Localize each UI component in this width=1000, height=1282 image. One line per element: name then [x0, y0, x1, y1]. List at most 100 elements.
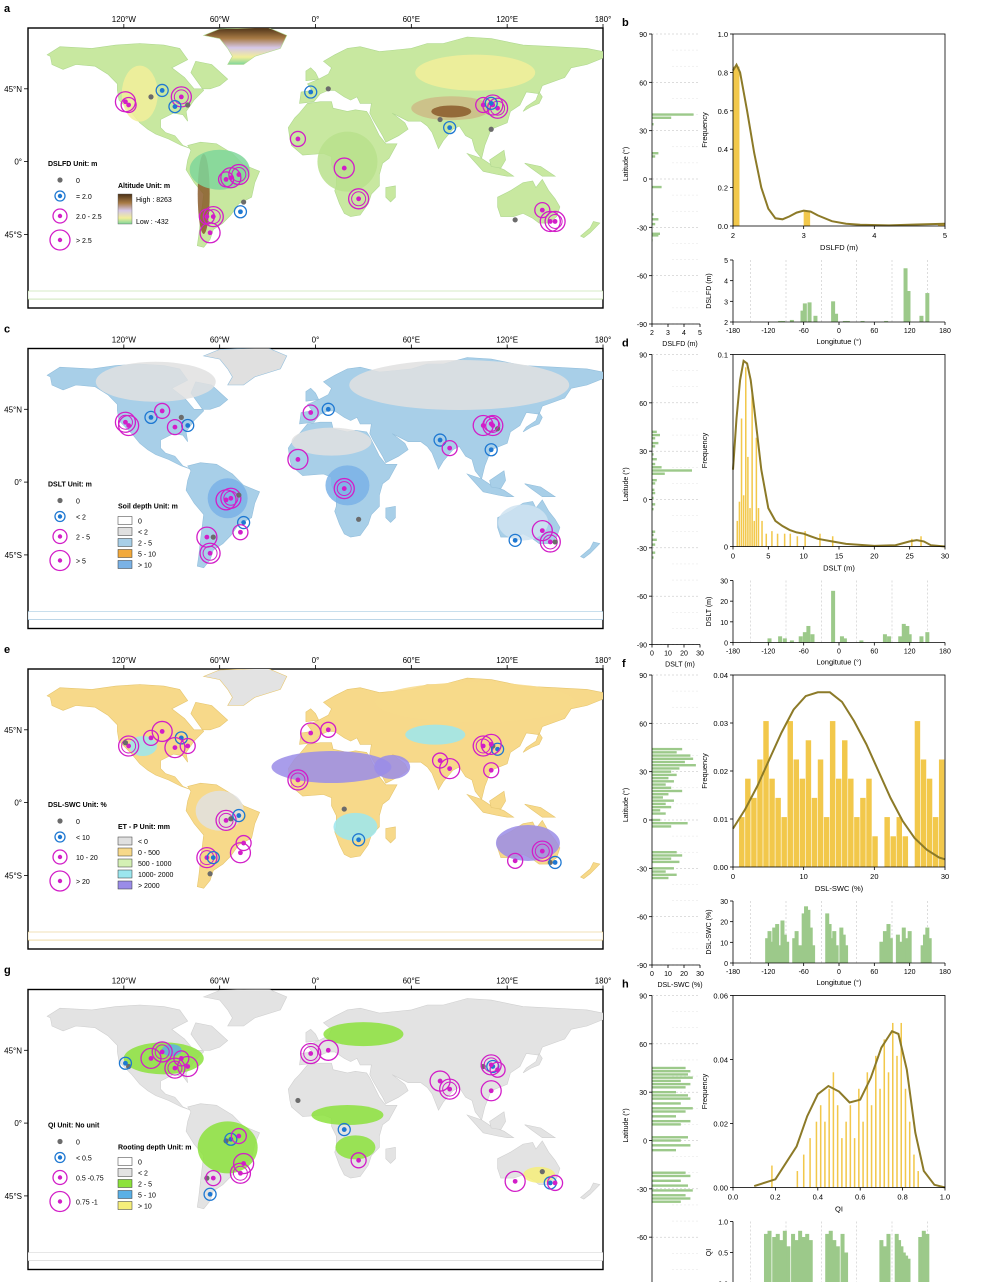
lon-bar	[845, 320, 850, 322]
lat-bar	[652, 1086, 686, 1089]
lat-bar	[652, 751, 677, 754]
legend-dot	[57, 534, 63, 539]
lon-xtick-label: -60	[799, 969, 809, 976]
lon-xtick-label: -120	[761, 649, 775, 656]
site-dot	[325, 1047, 331, 1053]
hist-bar	[879, 1088, 881, 1188]
lon-tick-label: 60°E	[403, 656, 420, 665]
lat-bar	[652, 433, 660, 437]
lon-bar	[906, 1258, 911, 1282]
site-ring	[117, 735, 140, 757]
hist-ytick-label: 0.06	[713, 992, 728, 1001]
lat-ytick-label: 60	[639, 80, 647, 87]
lat-bar	[652, 213, 654, 216]
site-legend-label: > 2.5	[76, 238, 92, 245]
patch-sw-us	[129, 735, 157, 756]
site-ring	[114, 91, 137, 113]
site-dot	[185, 423, 191, 428]
layer-legend-title: Rooting depth Unit: m	[118, 1145, 191, 1152]
lon-tick-label: 120°E	[496, 977, 518, 986]
site-ring	[220, 487, 242, 509]
site-ring	[531, 840, 553, 862]
hist-ytick-label: 0.03	[713, 719, 728, 728]
legend-dot	[57, 1175, 63, 1180]
legend-dot	[57, 878, 63, 884]
lon-ytick-label: 20	[720, 599, 728, 606]
layer-legend-swatch	[117, 858, 133, 868]
layer-legend-label: 500 - 1000	[138, 861, 172, 868]
patch-sahel-green	[311, 1105, 384, 1126]
site-ring	[441, 439, 458, 457]
lon-tick-label: 60°W	[210, 336, 230, 345]
site-ring-inner	[303, 1046, 319, 1062]
layer-legend-swatch	[117, 836, 133, 846]
hist-bar	[845, 1121, 847, 1188]
hist-xlabel: DSLT (m)	[823, 564, 855, 573]
site-ring	[482, 94, 504, 116]
site-dot	[210, 214, 216, 220]
lat-bar	[652, 1136, 688, 1139]
hist-ytick-label: 1.0	[718, 30, 728, 39]
site-legend-title: DSL-SWC Unit: %	[48, 802, 107, 809]
site-ring	[304, 85, 318, 99]
site-ring	[480, 1080, 502, 1102]
hist-xtick-label: 0	[731, 872, 735, 881]
lat-bar	[652, 1119, 691, 1123]
lon-ytick-label: 10	[720, 620, 728, 627]
lon-tick-label: 120°W	[112, 977, 137, 986]
lon-bar	[859, 640, 864, 643]
layer-legend-swatch	[117, 560, 133, 569]
site-dot	[185, 743, 191, 749]
lat-bar	[652, 1123, 681, 1126]
lon-bar	[860, 320, 865, 322]
lon-ytick-label: 4	[724, 279, 728, 286]
site-dot	[295, 457, 301, 462]
lon-bar	[806, 909, 811, 963]
lon-bar	[922, 934, 927, 963]
lat-bar	[652, 1107, 693, 1110]
hist-bar	[793, 759, 800, 867]
lon-ytick-label: 0	[724, 641, 728, 648]
site-dot	[356, 196, 362, 202]
site-ring-inner	[232, 1165, 248, 1181]
layer-legend-swatch	[117, 1179, 133, 1188]
lon-ytick-label: 1.0	[718, 1220, 728, 1227]
hist-bar	[775, 797, 781, 867]
lon-bar	[879, 941, 884, 963]
lon-bar	[842, 320, 847, 322]
lat-bar	[652, 1139, 681, 1142]
hist-ylabel: Frequency	[700, 433, 709, 469]
site-ring	[484, 443, 498, 457]
lon-xtick-label: 120	[904, 328, 916, 335]
continent-indonesia	[466, 473, 515, 498]
lat-bar	[652, 507, 654, 511]
hist-bar	[862, 1121, 864, 1188]
lon-bar	[832, 931, 837, 963]
lat-ytick-label: -90	[637, 963, 647, 970]
lat-bar	[652, 556, 654, 559]
lon-bar	[806, 625, 811, 643]
site-ring	[482, 414, 504, 437]
hist-xtick-label: 0	[731, 552, 735, 561]
lat-bar	[652, 854, 683, 857]
layer-legend-label: Low : -432	[136, 219, 169, 226]
hist-bar	[803, 210, 811, 226]
lon-xtick-label: 0	[837, 969, 841, 976]
lon-bar	[802, 632, 807, 643]
lat-bar	[652, 780, 674, 783]
site-legend-label: 2 - 5	[76, 535, 90, 542]
hist-xtick-label: 3	[802, 231, 806, 240]
layer-legend-label: 5 - 10	[138, 1193, 156, 1200]
hist-bar	[832, 1072, 835, 1188]
hist-bar	[914, 721, 921, 867]
lat-xtick-label: 30	[696, 651, 704, 658]
site-ring-inner	[202, 545, 218, 561]
hist-bar	[755, 437, 758, 547]
lat-ytick-label: 30	[639, 449, 647, 456]
hist-bar	[749, 508, 751, 547]
legend-ring	[52, 1169, 68, 1186]
hist-bar	[819, 1105, 822, 1188]
patch-sahara	[291, 427, 372, 456]
site-dot	[552, 860, 558, 865]
hist-ylabel: Frequency	[700, 753, 709, 789]
